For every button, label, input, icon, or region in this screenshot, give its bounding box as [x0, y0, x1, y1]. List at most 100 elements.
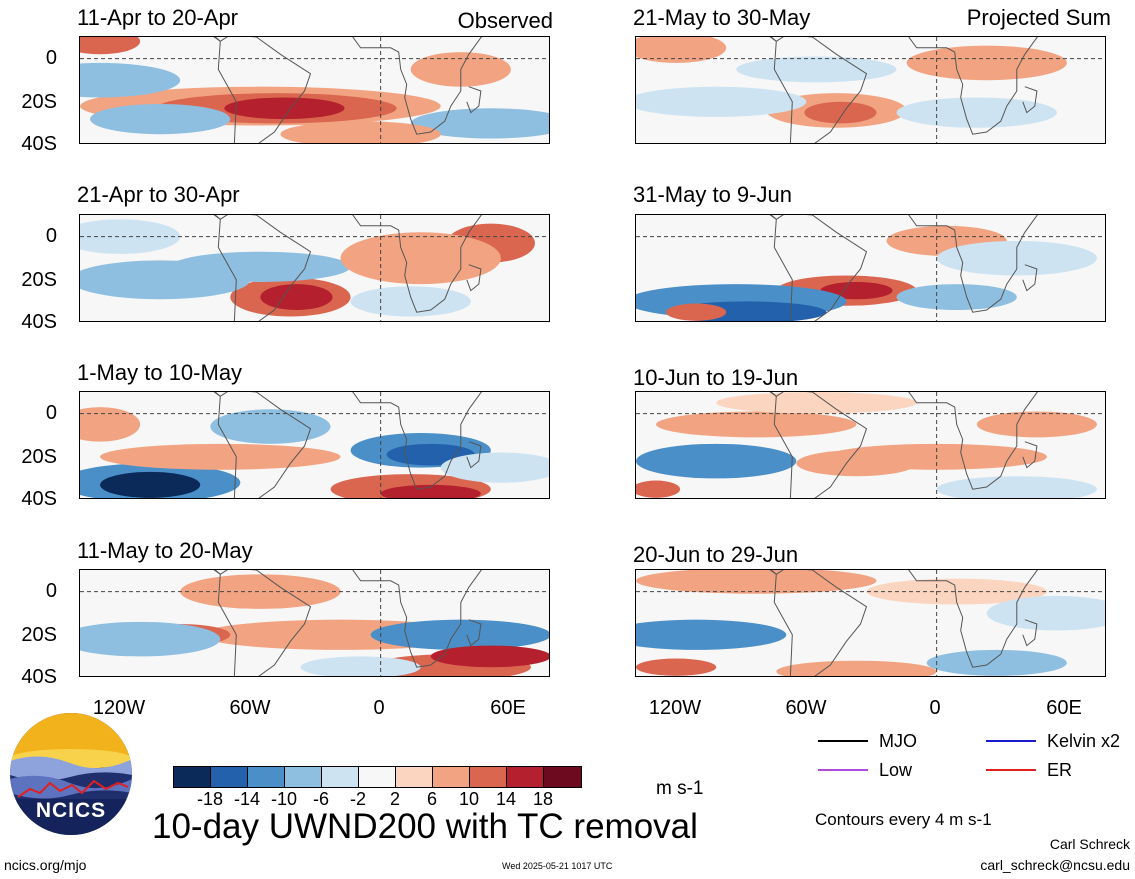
legend-low-label: Low	[879, 760, 913, 780]
anomaly-region	[260, 284, 333, 311]
anomaly-region	[926, 649, 1067, 676]
anomaly-region	[380, 484, 481, 498]
anomaly-region	[210, 409, 331, 444]
lon-label: 0	[373, 697, 385, 719]
colorbar-swatch	[507, 767, 544, 787]
legend-er-label: ER	[1047, 760, 1073, 780]
coastline	[352, 37, 482, 135]
colorbar-tick-label: 18	[532, 789, 554, 809]
coastline	[908, 37, 1038, 135]
coastline	[1022, 86, 1038, 114]
contours-note: Contours every 4 m s-1	[815, 810, 992, 829]
panel-title: 21-Apr to 30-Apr	[77, 182, 240, 207]
anomaly-region	[280, 121, 441, 143]
coastline	[773, 215, 868, 321]
anomaly-region	[80, 37, 141, 55]
lat-label: 40S	[21, 311, 57, 333]
legend-er-line	[986, 769, 1036, 771]
coastline	[466, 86, 482, 114]
legend-mjo-label: MJO	[879, 731, 917, 751]
colorbar-swatch	[322, 767, 359, 787]
anomaly-region	[656, 411, 857, 438]
anomaly-region	[224, 97, 345, 120]
footer-url: ncics.org/mjo	[4, 857, 87, 873]
coastline	[769, 570, 777, 575]
lon-label: 60W	[229, 697, 271, 719]
lat-label: 20S	[21, 269, 57, 291]
anomaly-region	[90, 103, 231, 135]
coastline	[217, 215, 312, 321]
colorbar-tick-label: -14	[233, 789, 260, 809]
anomaly-region	[716, 392, 917, 414]
colorbar-tick-label: -10	[270, 789, 297, 809]
coastline	[773, 37, 868, 143]
lat-label: 0	[45, 225, 57, 247]
anomaly-region	[636, 619, 787, 650]
anomaly-region	[804, 101, 877, 124]
coastline	[769, 37, 777, 42]
colorbar-tick-label: 14	[495, 789, 517, 809]
colorbar-tick-label: 2	[389, 789, 400, 809]
anomaly-region	[80, 62, 181, 98]
anomaly-region	[410, 108, 549, 139]
coastline	[1022, 264, 1038, 292]
coastline	[1022, 441, 1038, 469]
map-panel	[635, 214, 1106, 322]
anomaly-region	[80, 407, 141, 442]
coastline	[352, 570, 482, 668]
lat-label: 20S	[21, 624, 57, 646]
author-email: carl_schreck@ncsu.edu	[980, 857, 1130, 873]
logo-text: NCICS	[35, 799, 107, 822]
anomaly-region	[300, 656, 421, 676]
colorbar-swatch	[174, 767, 211, 787]
lat-label: 0	[45, 47, 57, 69]
coastline	[773, 392, 868, 498]
anomaly-region	[636, 37, 727, 63]
panel-title: 20-Jun to 29-Jun	[633, 542, 799, 567]
lat-label: 0	[45, 402, 57, 424]
colorbar-swatch	[433, 767, 470, 787]
anomaly-region	[180, 574, 341, 609]
colorbar-swatch	[359, 767, 396, 787]
anomaly-region	[906, 45, 1067, 81]
lat-label: 20S	[21, 91, 57, 113]
coastline	[769, 392, 777, 397]
coastline	[466, 619, 482, 647]
colorbar-tick-label: 10	[458, 789, 480, 809]
map-field	[636, 37, 1105, 143]
coastline	[213, 392, 221, 397]
lon-label: 0	[929, 697, 941, 719]
anomaly-region	[350, 286, 471, 317]
colorbar	[173, 766, 582, 788]
legend-mjo-line	[818, 740, 868, 742]
panel-corner-label: Observed	[457, 8, 553, 33]
anomaly-region	[666, 303, 727, 321]
lat-label: 40S	[21, 488, 57, 510]
coastline	[908, 215, 1038, 313]
anomaly-region	[370, 619, 549, 650]
footer-timestamp: Wed 2025-05-21 1017 UTC	[502, 861, 613, 871]
lat-label: 40S	[21, 666, 57, 688]
ncics-logo: NCICS	[10, 713, 132, 835]
anomaly-region	[80, 621, 221, 657]
legend-low-line	[818, 769, 868, 771]
map-field	[80, 570, 549, 676]
coastline	[213, 215, 221, 220]
map-panel	[635, 391, 1106, 499]
map-field	[636, 392, 1105, 498]
anomaly-region	[80, 260, 251, 300]
map-panel	[79, 214, 550, 322]
lon-label: 120W	[92, 697, 146, 719]
lon-label: 60W	[785, 697, 827, 719]
anomaly-region	[636, 570, 877, 594]
coastline	[773, 570, 868, 676]
anomaly-region	[866, 578, 1047, 605]
anomaly-region	[976, 411, 1097, 438]
colorbar-tick-label: 6	[426, 789, 437, 809]
colorbar-swatch	[248, 767, 285, 787]
lat-label: 0	[45, 580, 57, 602]
coastline	[769, 215, 777, 220]
legend-kelvin-line	[986, 740, 1036, 742]
author-name: Carl Schreck	[1049, 836, 1130, 852]
coastline	[466, 264, 482, 292]
